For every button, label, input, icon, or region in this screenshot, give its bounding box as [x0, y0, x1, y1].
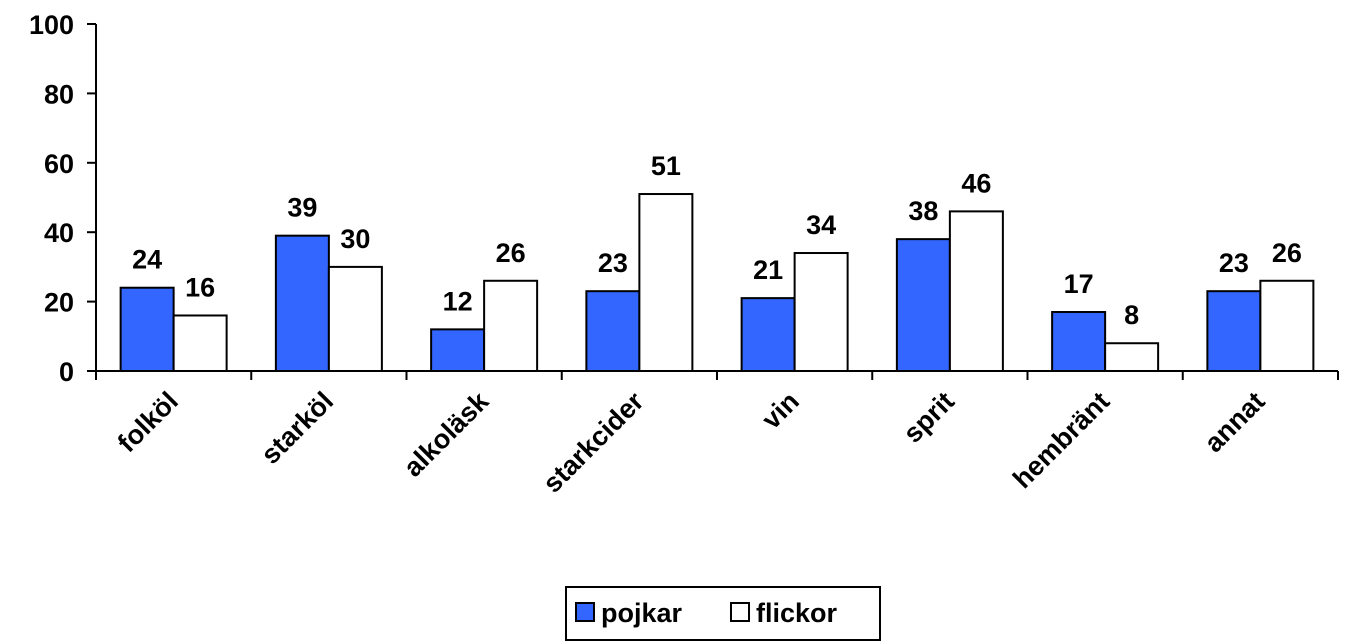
data-label-pojkar: 23 [598, 248, 628, 278]
bar-flickor [793, 252, 849, 373]
category-label: starköl [255, 386, 339, 470]
y-tick-label: 60 [44, 149, 74, 179]
bar-pojkar [274, 234, 330, 372]
bar-pojkar [740, 297, 796, 373]
category-label: vin [756, 386, 805, 435]
bar-pojkar [119, 286, 175, 372]
data-label-flickor: 8 [1124, 300, 1139, 330]
category-label: hembränt [1007, 386, 1115, 494]
legend-label-flickor: flickor [756, 598, 838, 628]
data-label-flickor: 30 [340, 224, 370, 254]
legend-box [565, 586, 881, 641]
bar-flickor [327, 265, 383, 372]
legend-label-pojkar: pojkar [601, 598, 683, 628]
category-label: folköl [112, 386, 184, 458]
bar-pojkar [585, 290, 641, 372]
data-label-flickor: 26 [1272, 238, 1302, 268]
y-tick-label: 20 [44, 288, 74, 318]
data-label-pojkar: 12 [443, 286, 473, 316]
data-label-flickor: 46 [961, 168, 991, 198]
bar-flickor [483, 279, 539, 372]
bar-flickor [1104, 342, 1160, 372]
bar-flickor [948, 210, 1004, 372]
data-label-flickor: 26 [496, 238, 526, 268]
bar-flickor [638, 193, 694, 372]
data-label-flickor: 34 [806, 210, 836, 240]
y-tick-label: 80 [44, 79, 74, 109]
bar-flickor [1259, 279, 1315, 372]
category-label: sprit [898, 386, 961, 449]
legend-swatch-pojkar [575, 602, 595, 622]
data-label-flickor: 16 [185, 272, 215, 302]
category-label: starkcider [537, 386, 650, 499]
bar-pojkar [1206, 290, 1262, 372]
data-label-pojkar: 24 [132, 245, 162, 275]
data-label-pojkar: 39 [287, 193, 317, 223]
bar-pojkar [895, 238, 951, 372]
y-tick-label: 40 [44, 218, 74, 248]
bar-pojkar [430, 328, 486, 372]
y-tick-label: 100 [29, 10, 74, 40]
category-label: alkoläsk [398, 385, 495, 482]
y-tick-label: 0 [59, 357, 74, 387]
category-label: annat [1198, 386, 1270, 458]
data-label-pojkar: 38 [908, 196, 938, 226]
legend-swatch-flickor [730, 602, 750, 622]
data-label-flickor: 51 [651, 151, 681, 181]
data-label-pojkar: 21 [753, 255, 783, 285]
bar-flickor [172, 314, 228, 373]
data-label-pojkar: 23 [1219, 248, 1249, 278]
bar-pojkar [1051, 311, 1107, 373]
data-label-pojkar: 17 [1064, 269, 1094, 299]
